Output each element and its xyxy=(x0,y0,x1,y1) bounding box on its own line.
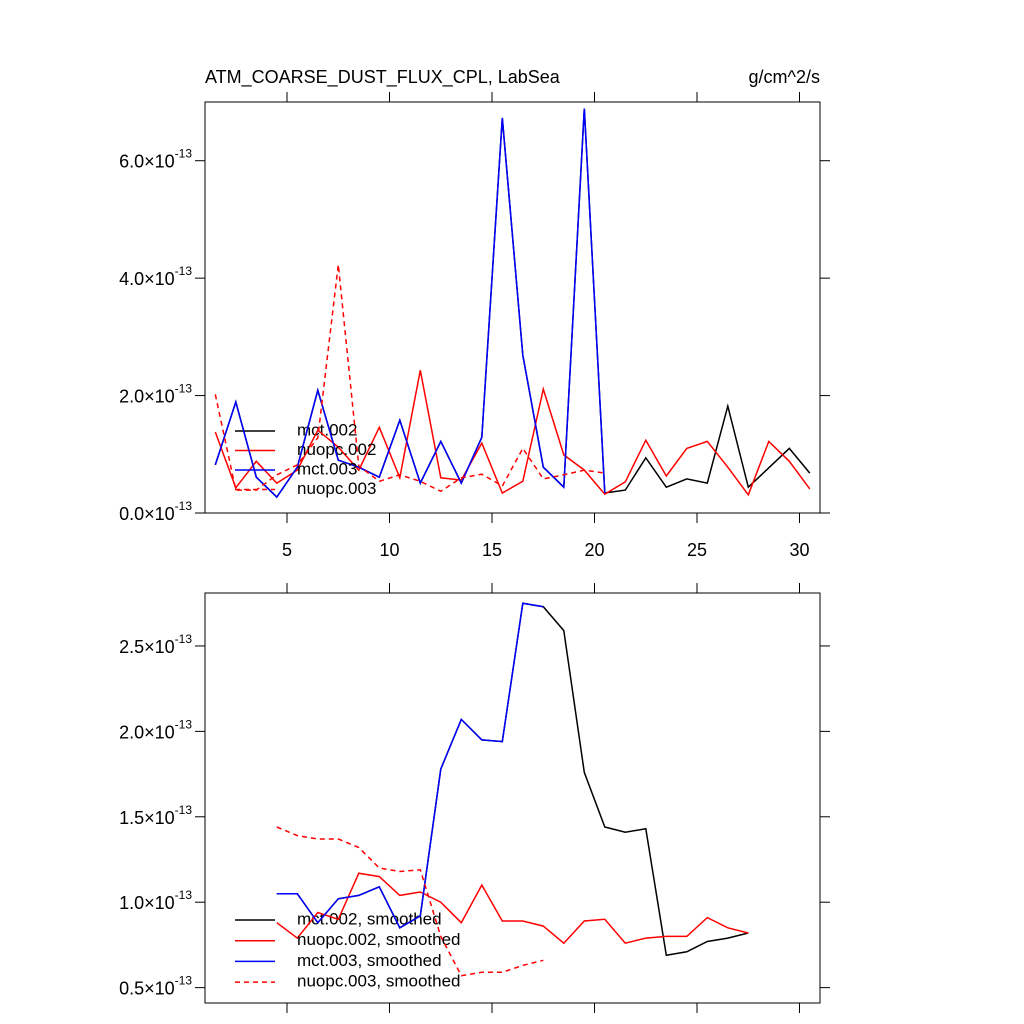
y-tick-exponent: -13 xyxy=(175,632,193,646)
y-tick-exponent: -13 xyxy=(175,382,193,396)
y-tick-mantissa: 2.5×10 xyxy=(119,637,175,657)
series-line xyxy=(214,264,605,493)
series-line xyxy=(214,370,811,497)
chart-title: ATM_COARSE_DUST_FLUX_CPL, LabSea xyxy=(205,67,561,88)
x-tick-label: 25 xyxy=(687,540,707,560)
y-tick-label: 1.0×10-13 xyxy=(119,888,192,913)
x-tick-label: 20 xyxy=(584,540,604,560)
y-tick-label: 2.0×10-13 xyxy=(119,382,192,407)
y-tick-mantissa: 4.0×10 xyxy=(119,269,175,289)
x-tick-label: 15 xyxy=(482,540,502,560)
y-tick-mantissa: 2.0×10 xyxy=(119,386,175,406)
legend-label: mct.003, smoothed xyxy=(297,951,442,970)
y-tick-label: 0.5×10-13 xyxy=(119,974,192,999)
y-tick-exponent: -13 xyxy=(175,264,193,278)
legend-label: mct.002 xyxy=(297,420,357,439)
x-tick-label: 5 xyxy=(282,540,292,560)
y-tick-label: 2.5×10-13 xyxy=(119,632,192,657)
legend-label: mct.003 xyxy=(297,459,357,478)
y-tick-exponent: -13 xyxy=(175,803,193,817)
series-line xyxy=(214,108,606,499)
y-tick-label: 6.0×10-13 xyxy=(119,147,192,172)
plot-frame xyxy=(204,592,821,1004)
series-line xyxy=(276,826,544,977)
legend-label: nuopc.002, smoothed xyxy=(297,930,461,949)
series-line xyxy=(276,602,544,929)
y-tick-exponent: -13 xyxy=(175,888,193,902)
y-tick-exponent: -13 xyxy=(175,147,193,161)
y-tick-exponent: -13 xyxy=(175,718,193,732)
legend-label: nuopc.002 xyxy=(297,440,376,459)
units-label: g/cm^2/s xyxy=(749,67,820,87)
y-tick-mantissa: 6.0×10 xyxy=(119,151,175,171)
x-tick-label: 10 xyxy=(379,540,399,560)
legend-label: nuopc.003, smoothed xyxy=(297,972,461,991)
x-tick-label: 30 xyxy=(789,540,809,560)
y-tick-label: 4.0×10-13 xyxy=(119,264,192,289)
series-line xyxy=(276,872,749,945)
plot-frame xyxy=(204,101,821,514)
y-tick-exponent: -13 xyxy=(175,499,193,513)
y-tick-exponent: -13 xyxy=(175,974,193,988)
y-tick-mantissa: 2.0×10 xyxy=(119,722,175,742)
y-tick-mantissa: 0.0×10 xyxy=(119,504,175,524)
y-tick-mantissa: 0.5×10 xyxy=(119,978,175,998)
y-tick-label: 2.0×10-13 xyxy=(119,718,192,743)
y-tick-mantissa: 1.5×10 xyxy=(119,808,175,828)
y-tick-label: 1.5×10-13 xyxy=(119,803,192,828)
legend-label: nuopc.003 xyxy=(297,479,376,498)
y-tick-label: 0.0×10-13 xyxy=(119,499,192,524)
series-line xyxy=(276,602,749,957)
y-tick-mantissa: 1.0×10 xyxy=(119,893,175,913)
